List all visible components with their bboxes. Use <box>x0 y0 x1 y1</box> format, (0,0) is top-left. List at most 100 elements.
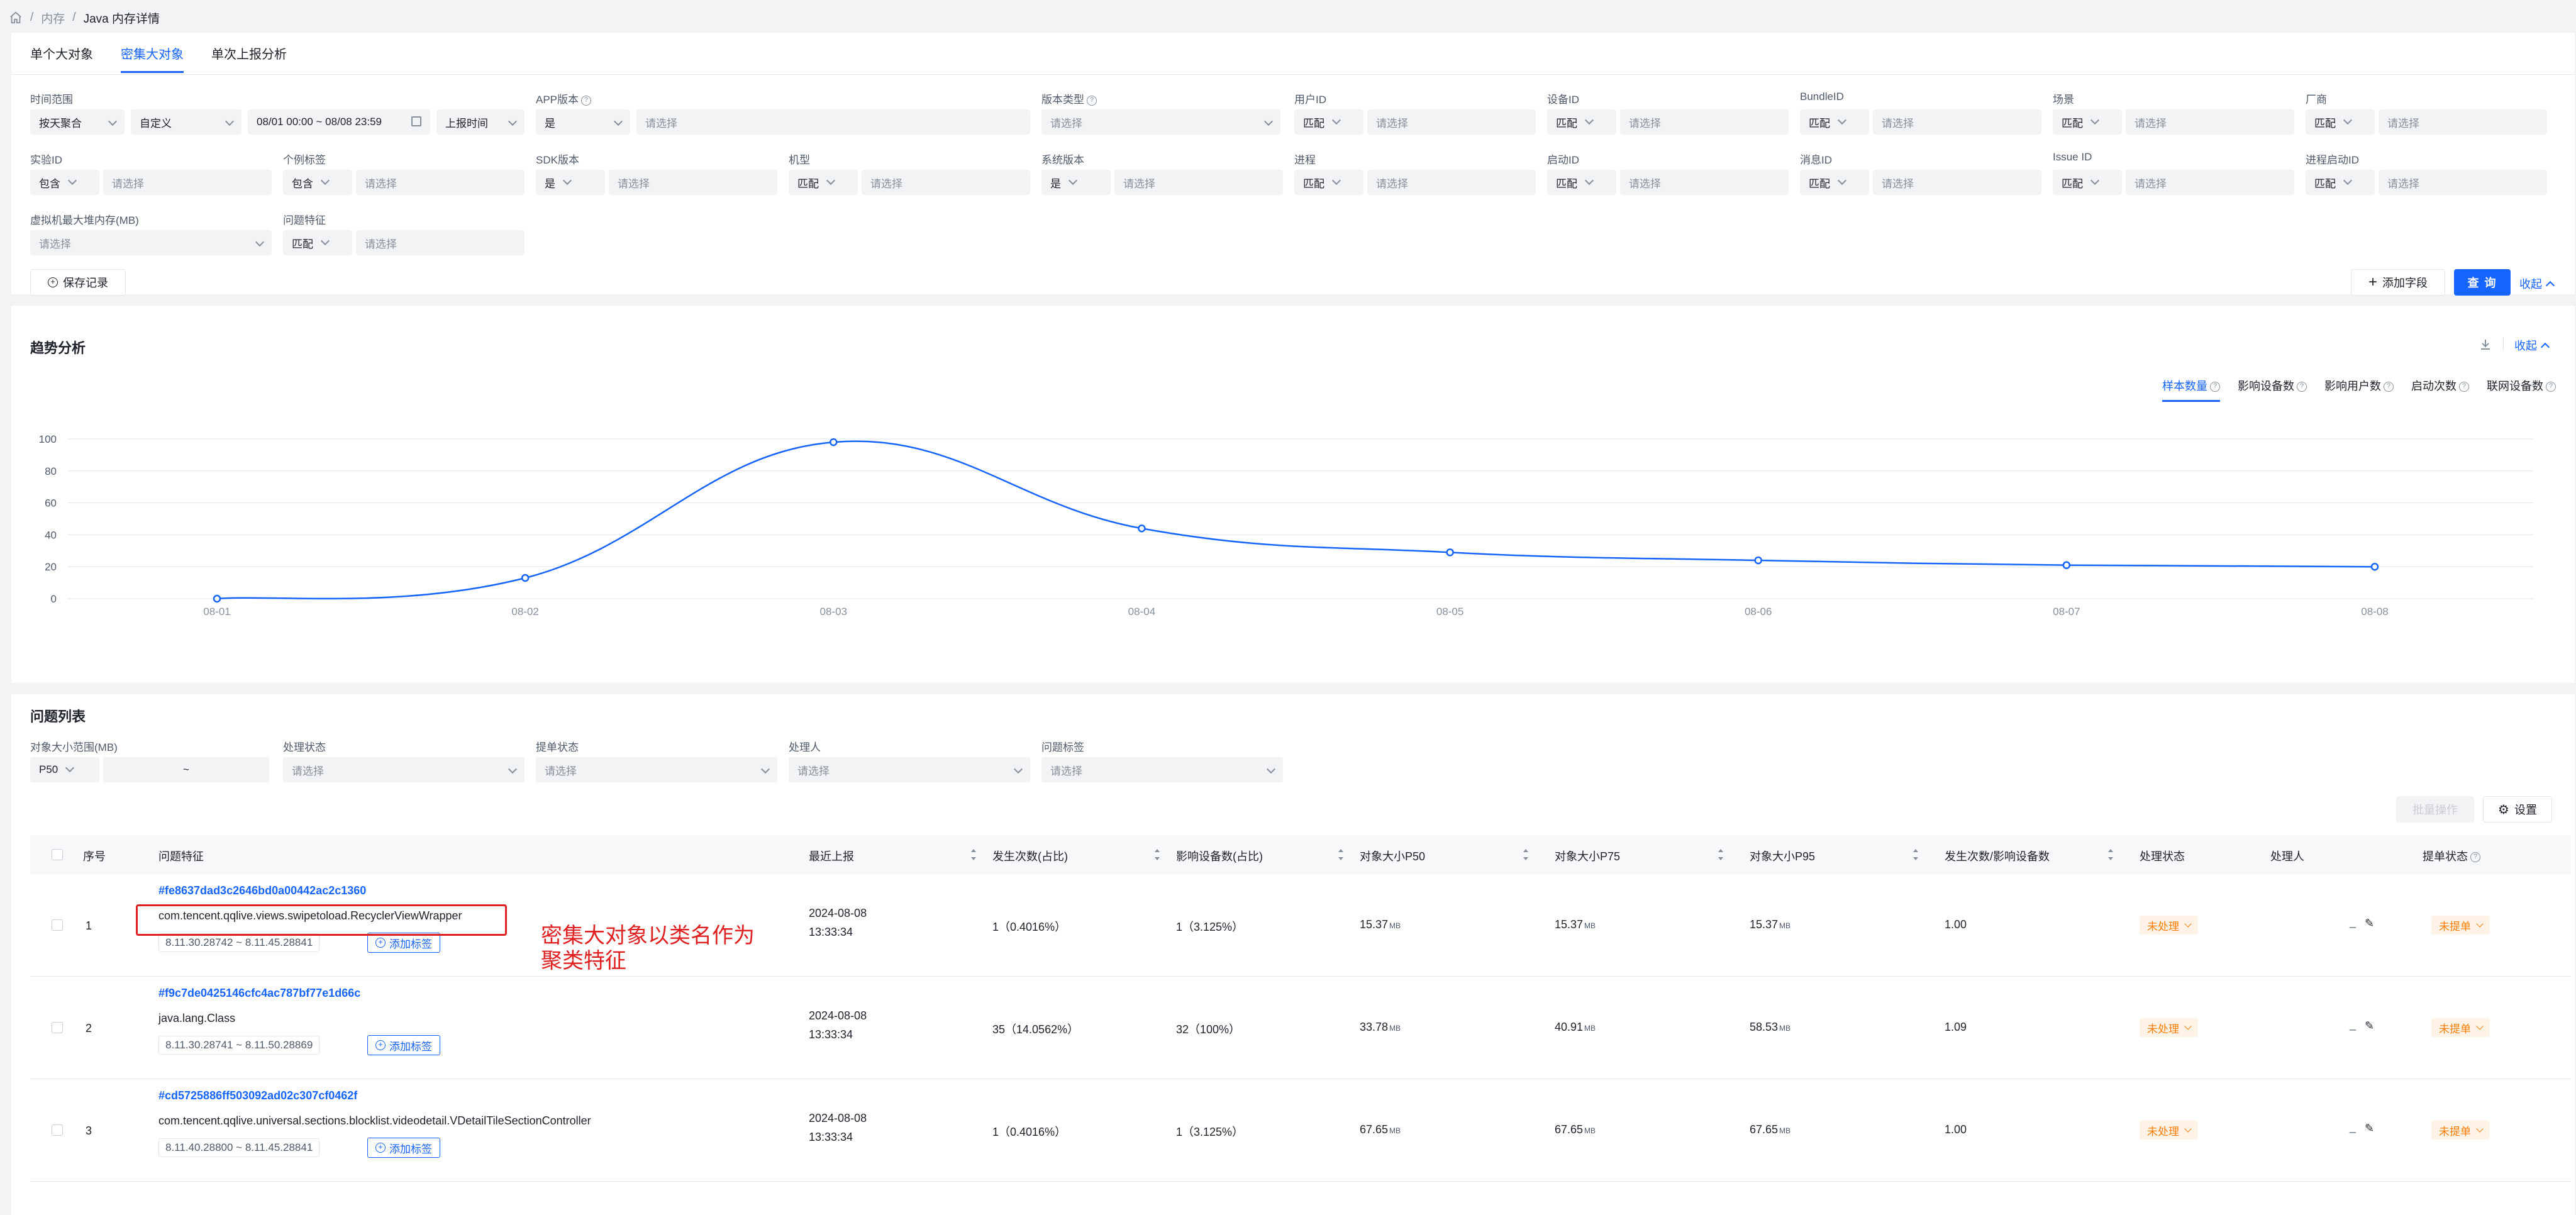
vendor-op[interactable]: 匹配 <box>2306 109 2375 135</box>
user-id-op[interactable]: 匹配 <box>1294 109 1363 135</box>
home-icon[interactable] <box>9 11 23 25</box>
sdk-version-input[interactable]: 请选择 <box>609 170 777 195</box>
sort-icon[interactable] <box>971 849 976 860</box>
handle-status-dropdown[interactable]: 未处理 <box>2140 1121 2198 1140</box>
issue-tag-select[interactable]: 请选择 <box>1041 757 1283 782</box>
time-mode-select[interactable]: 自定义 <box>131 109 242 135</box>
tab-affected-users[interactable]: 影响用户数? <box>2324 377 2394 402</box>
col-occurrences[interactable]: 发生次数(占比) <box>992 850 1068 863</box>
download-icon[interactable] <box>2478 337 2493 352</box>
bundle-id-op[interactable]: 匹配 <box>1800 109 1869 135</box>
sort-icon[interactable] <box>1338 849 1343 860</box>
tab-single-report-analysis[interactable]: 单次上报分析 <box>211 48 287 62</box>
size-range-input[interactable]: ~ <box>103 757 269 782</box>
issue-feature-input[interactable]: 请选择 <box>356 230 525 255</box>
issue-id-op[interactable]: 匹配 <box>2053 170 2122 195</box>
experiment-id-op[interactable]: 包含 <box>30 170 99 195</box>
device-id-input[interactable]: 请选择 <box>1620 109 1789 135</box>
version-type-select[interactable]: 请选择 <box>1041 109 1280 135</box>
user-id-input[interactable]: 请选择 <box>1367 109 1536 135</box>
issue-feature-op[interactable]: 匹配 <box>283 230 352 255</box>
handle-status-dropdown[interactable]: 未处理 <box>2140 1018 2198 1037</box>
add-tag-button[interactable]: + 添加标签 <box>367 933 440 953</box>
custom-tag-input[interactable]: 请选择 <box>356 170 525 195</box>
tab-sample-count[interactable]: 样本数量? <box>2162 377 2220 402</box>
issue-hash-link[interactable]: #fe8637dad3c2646bd0a00442ac2c1360 <box>158 884 367 897</box>
add-field-button[interactable]: + 添加字段 <box>2351 269 2445 296</box>
vm-max-heap-select[interactable]: 请选择 <box>30 230 272 255</box>
sort-icon[interactable] <box>1523 849 1528 860</box>
issue-hash-link[interactable]: #f9c7de0425146cfc4ac787bf77e1d66c <box>158 987 361 999</box>
ticket-status-dropdown[interactable]: 未提单 <box>2431 916 2490 935</box>
scene-input[interactable]: 请选择 <box>2126 109 2294 135</box>
vendor-input[interactable]: 请选择 <box>2379 109 2547 135</box>
tab-affected-devices[interactable]: 影响设备数? <box>2238 377 2307 402</box>
help-icon[interactable]: ? <box>1087 95 1097 106</box>
add-tag-button[interactable]: + 添加标签 <box>367 1035 440 1055</box>
date-range-picker[interactable]: 08/01 00:00 ~ 08/08 23:59 <box>248 109 430 135</box>
sort-icon[interactable] <box>2108 849 2113 860</box>
batch-operation-button[interactable]: 批量操作 <box>2396 796 2474 823</box>
tab-dense-large-object[interactable]: 密集大对象 <box>121 44 184 73</box>
handler-select[interactable]: 请选择 <box>789 757 1030 782</box>
edit-icon[interactable]: ✎ <box>2365 1019 2375 1032</box>
tab-launch-count[interactable]: 启动次数? <box>2411 377 2469 402</box>
process-launch-id-op[interactable]: 匹配 <box>2306 170 2375 195</box>
row-checkbox[interactable] <box>52 919 63 931</box>
collapse-trend-link[interactable]: 收起 <box>2514 337 2550 353</box>
row-checkbox[interactable] <box>52 1124 63 1136</box>
aggregation-select[interactable]: 按天聚合 <box>30 109 125 135</box>
process-input[interactable]: 请选择 <box>1367 170 1536 195</box>
process-launch-id-input[interactable]: 请选择 <box>2379 170 2547 195</box>
col-size-p75[interactable]: 对象大小P75 <box>1555 850 1621 863</box>
help-icon[interactable]: ? <box>581 95 592 106</box>
scene-op[interactable]: 匹配 <box>2053 109 2122 135</box>
os-version-input[interactable]: 请选择 <box>1114 170 1283 195</box>
breadcrumb-memory[interactable]: 内存 <box>41 12 65 26</box>
select-all-checkbox[interactable] <box>52 849 63 860</box>
os-version-op[interactable]: 是 <box>1041 170 1111 195</box>
message-id-op[interactable]: 匹配 <box>1800 170 1869 195</box>
ticket-status-dropdown[interactable]: 未提单 <box>2431 1121 2490 1140</box>
experiment-id-input[interactable]: 请选择 <box>103 170 272 195</box>
model-input[interactable]: 请选择 <box>862 170 1030 195</box>
device-id-op[interactable]: 匹配 <box>1547 109 1616 135</box>
model-op[interactable]: 匹配 <box>789 170 858 195</box>
edit-icon[interactable]: ✎ <box>2365 917 2375 929</box>
sdk-version-op[interactable]: 是 <box>536 170 605 195</box>
app-version-op[interactable]: 是 <box>536 109 630 135</box>
launch-id-op[interactable]: 匹配 <box>1547 170 1616 195</box>
issue-id-input[interactable]: 请选择 <box>2126 170 2294 195</box>
col-affected-devices[interactable]: 影响设备数(占比) <box>1176 850 1263 863</box>
col-size-p95[interactable]: 对象大小P95 <box>1750 850 1816 863</box>
ticket-status-dropdown[interactable]: 未提单 <box>2431 1018 2490 1037</box>
custom-tag-op[interactable]: 包含 <box>283 170 352 195</box>
col-size-p50[interactable]: 对象大小P50 <box>1360 850 1426 863</box>
message-id-input[interactable]: 请选择 <box>1873 170 2041 195</box>
handle-status-dropdown[interactable]: 未处理 <box>2140 916 2198 935</box>
col-last-report[interactable]: 最近上报 <box>809 850 854 863</box>
query-button[interactable]: 查 询 <box>2454 269 2511 296</box>
app-version-input[interactable]: 请选择 <box>636 109 1030 135</box>
tab-networked-devices[interactable]: 联网设备数? <box>2487 377 2556 402</box>
bundle-id-input[interactable]: 请选择 <box>1873 109 2041 135</box>
add-tag-button[interactable]: + 添加标签 <box>367 1138 440 1158</box>
ticket-status-select[interactable]: 请选择 <box>536 757 777 782</box>
row-checkbox[interactable] <box>52 1022 63 1033</box>
sort-icon[interactable] <box>1155 849 1160 860</box>
size-percentile-select[interactable]: P50 <box>30 757 99 782</box>
save-record-button[interactable]: + 保存记录 <box>30 269 126 296</box>
collapse-filter-link[interactable]: 收起 <box>2519 275 2555 292</box>
edit-icon[interactable]: ✎ <box>2365 1122 2375 1135</box>
help-icon[interactable]: ? <box>2470 852 2480 863</box>
col-ratio[interactable]: 发生次数/影响设备数 <box>1945 850 2050 863</box>
process-op[interactable]: 匹配 <box>1294 170 1363 195</box>
issue-hash-link[interactable]: #cd5725886ff503092ad02c307cf0462f <box>158 1089 358 1102</box>
tab-single-large-object[interactable]: 单个大对象 <box>30 48 93 62</box>
launch-id-input[interactable]: 请选择 <box>1620 170 1789 195</box>
sort-icon[interactable] <box>1913 849 1918 860</box>
settings-button[interactable]: ⚙ 设置 <box>2483 796 2552 823</box>
time-basis-select[interactable]: 上报时间 <box>436 109 525 135</box>
handle-status-select[interactable]: 请选择 <box>283 757 525 782</box>
sort-icon[interactable] <box>1718 849 1723 860</box>
